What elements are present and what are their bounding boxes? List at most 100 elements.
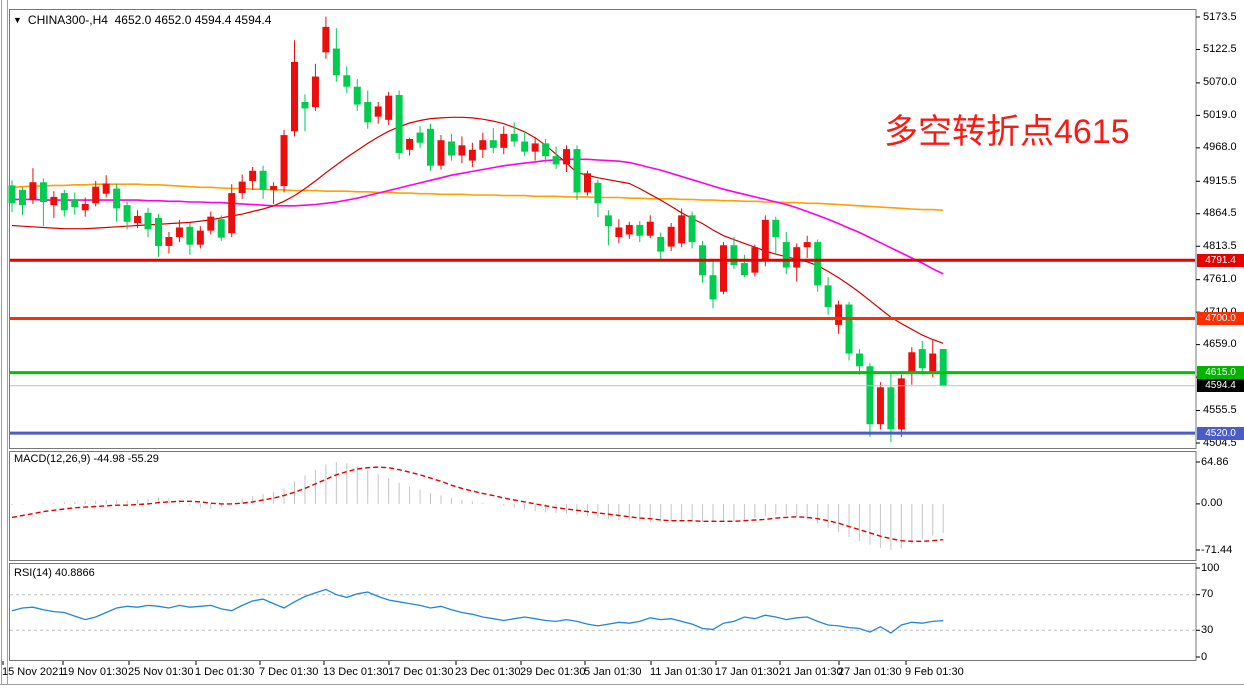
- date-label: 27 Jan 01:30: [838, 666, 902, 678]
- date-label: 21 Jan 01:30: [779, 666, 843, 678]
- main-panel-frame: [9, 9, 1197, 449]
- date-label: 13 Dec 01:30: [323, 666, 389, 678]
- candle-body: [887, 387, 895, 430]
- rsi-axis-label: 30: [1201, 623, 1214, 636]
- candle-body: [207, 216, 215, 231]
- candle-body: [154, 217, 162, 246]
- candle-body: [165, 237, 173, 246]
- macd-axis-label: 0.00: [1201, 497, 1223, 510]
- macd-panel-frame: [9, 451, 1197, 561]
- date-label: 11 Jan 01:30: [650, 666, 713, 678]
- macd-axis-label: 64.86: [1201, 455, 1229, 468]
- rsi-axis-label: 100: [1201, 561, 1220, 574]
- candle-body: [678, 215, 686, 244]
- candle-body: [531, 143, 539, 152]
- candle-body: [866, 366, 874, 425]
- candle-body: [803, 242, 811, 248]
- macd-indicator-label: MACD(12,26,9) -44.98 -55.29: [14, 453, 159, 465]
- candle-body: [238, 181, 246, 194]
- price-tag: 4594.4: [1197, 379, 1244, 393]
- candle-body: [8, 185, 16, 204]
- candle-body: [542, 143, 550, 157]
- candle-body: [39, 182, 47, 202]
- date-label: 5 Jan 01:30: [584, 666, 642, 678]
- candle-body: [134, 215, 142, 223]
- candle-body: [416, 132, 424, 143]
- price-tag: 4520.0: [1197, 426, 1244, 440]
- price-axis-label: 4813.5: [1203, 239, 1237, 252]
- date-label: 1 Dec 01:30: [195, 666, 255, 678]
- candle-body: [594, 182, 602, 204]
- candle-body: [385, 95, 393, 120]
- candle-body: [353, 86, 361, 105]
- candle-body: [60, 193, 68, 211]
- candle-body: [468, 149, 476, 161]
- candle-body: [395, 95, 403, 153]
- candle-body: [625, 224, 633, 235]
- price-axis-label: 5173.5: [1203, 10, 1237, 23]
- candle-body: [343, 75, 351, 87]
- candle-body: [427, 128, 435, 166]
- symbol-title: CHINA300-,H4: [27, 13, 108, 27]
- candle-body: [291, 61, 299, 132]
- candle-body: [18, 189, 26, 206]
- candle-body: [29, 182, 37, 201]
- date-label: 7 Dec 01:30: [259, 666, 319, 678]
- candle-body: [144, 212, 152, 230]
- candle-body: [657, 237, 665, 252]
- candle-body: [573, 149, 581, 193]
- price-axis-label: 5019.0: [1203, 108, 1237, 121]
- candle-body: [175, 227, 183, 238]
- candle-body: [793, 247, 801, 268]
- price-tag: 4700.0: [1197, 312, 1244, 325]
- candle-body: [646, 221, 654, 236]
- price-axis-label: 4761.0: [1203, 273, 1237, 286]
- candle-body: [186, 226, 194, 245]
- date-label: 19 Nov 01:30: [62, 666, 128, 678]
- candle-body: [688, 215, 696, 243]
- candle-body: [50, 196, 58, 206]
- candle-body: [918, 349, 926, 369]
- candle-body: [583, 173, 591, 193]
- rsi-indicator-label: RSI(14) 40.8866: [14, 567, 95, 579]
- candle-body: [730, 245, 738, 266]
- candle-body: [92, 186, 100, 204]
- candle-body: [761, 219, 769, 262]
- candle-body: [489, 140, 497, 148]
- candle-body: [510, 133, 518, 142]
- candle-body: [615, 227, 623, 238]
- date-label: 23 Dec 01:30: [455, 666, 521, 678]
- symbol-header: ▼ CHINA300-,H4 4652.0 4652.0 4594.4 4594.…: [13, 13, 271, 27]
- candle-body: [604, 215, 612, 227]
- candle-body: [929, 353, 937, 372]
- candle-body: [447, 141, 455, 156]
- collapse-arrow-icon[interactable]: ▼: [13, 15, 22, 25]
- candle-body: [259, 170, 267, 190]
- candle-body: [856, 353, 864, 367]
- candle-body: [249, 170, 257, 181]
- price-axis-label: 4968.0: [1203, 141, 1237, 154]
- candle-body: [113, 188, 121, 209]
- date-label: 29 Dec 01:30: [520, 666, 586, 678]
- candle-body: [280, 135, 288, 187]
- rsi-axis-label: 70: [1201, 588, 1214, 601]
- annotation-text[interactable]: 多空转折点4615: [884, 113, 1130, 151]
- ma-red-line: [11, 116, 944, 344]
- candle-body: [458, 145, 466, 156]
- candle-body: [364, 102, 372, 123]
- price-axis-label: 4659.0: [1203, 338, 1237, 351]
- date-label: 25 Nov 01:30: [128, 666, 194, 678]
- date-label: 17 Jan 01:30: [715, 666, 779, 678]
- candle-body: [552, 156, 560, 165]
- price-axis-label: 5070.0: [1203, 76, 1237, 89]
- ma-orange-line: [11, 183, 944, 212]
- candle-body: [772, 219, 780, 238]
- candle-body: [521, 141, 529, 152]
- candle-body: [301, 102, 309, 109]
- candle-body: [709, 275, 717, 300]
- candle-body: [374, 106, 382, 117]
- price-tag: 4615.0: [1197, 366, 1244, 380]
- candle-body: [479, 140, 487, 150]
